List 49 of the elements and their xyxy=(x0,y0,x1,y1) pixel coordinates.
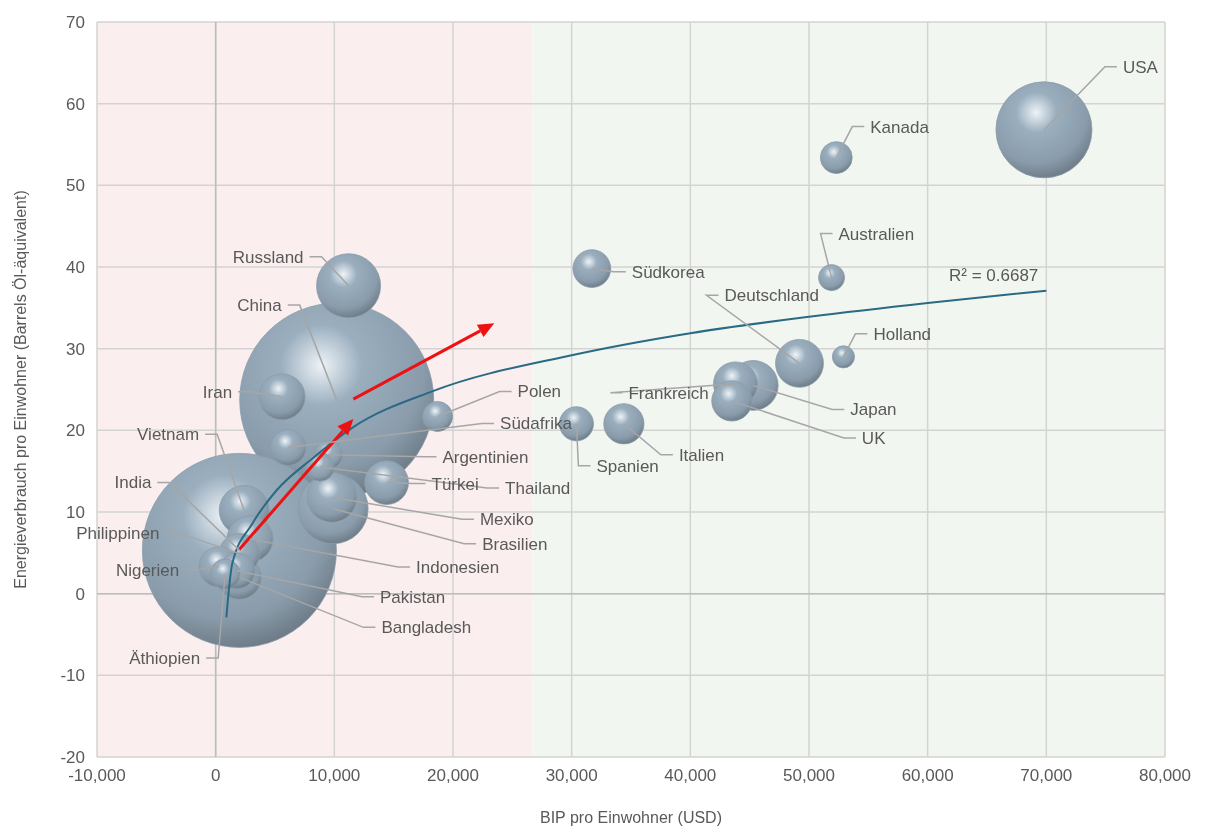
annotation: Bangladesh xyxy=(381,618,472,638)
x-tick-label: -10,000 xyxy=(68,766,126,785)
annotation: Indonesien xyxy=(416,557,500,577)
y-axis-title: Energieverbrauch pro Einwohner (Barrels Öl-äquivalent) xyxy=(12,190,29,589)
y-tick-label: 50 xyxy=(66,176,85,196)
y-tick-label: 20 xyxy=(66,421,85,441)
annotation: Türkei xyxy=(431,474,479,494)
annotation: Argentinien xyxy=(442,447,529,467)
annotation: Japan xyxy=(850,400,897,420)
annotation: Mexiko xyxy=(479,510,534,530)
annotation: Äthiopien xyxy=(129,649,201,669)
x-tick-label: 20,000 xyxy=(427,766,479,785)
annotation: Kanada xyxy=(870,117,930,137)
annotation: India xyxy=(114,473,152,493)
y-tick-label: 70 xyxy=(66,13,85,32)
annotation: Frankreich xyxy=(628,383,709,403)
annotation: Holland xyxy=(873,324,932,344)
annotation: Australien xyxy=(838,224,915,244)
x-tick-label: 40,000 xyxy=(664,766,717,785)
annotation: Deutschland xyxy=(724,286,820,306)
y-tick-label: -10 xyxy=(60,666,85,686)
annotation: Russland xyxy=(232,247,304,267)
annotation: USA xyxy=(1122,57,1159,77)
x-tick-label: 10,000 xyxy=(308,766,361,785)
y-tick-label: 0 xyxy=(75,584,85,604)
x-tick-label: 60,000 xyxy=(901,766,954,785)
y-tick-label: 40 xyxy=(66,258,85,277)
y-tick-label: -20 xyxy=(60,748,85,767)
y-tick-label: 30 xyxy=(66,339,85,359)
annotation: Polen xyxy=(517,382,562,402)
annotation: Italien xyxy=(678,445,725,465)
x-tick-label: 50,000 xyxy=(783,766,835,785)
x-axis-title: BIP pro Einwohner (USD) xyxy=(540,809,722,826)
annotation: Brasilien xyxy=(482,534,548,554)
annotation: Vietnam xyxy=(137,425,200,445)
annotation: Pakistan xyxy=(380,587,446,607)
x-tick-label: 80,000 xyxy=(1139,766,1191,785)
annotation: Iran xyxy=(202,382,233,402)
annotation: R² = 0.6687 xyxy=(949,265,1039,285)
x-tick-label: 0 xyxy=(210,766,221,785)
annotation: UK xyxy=(861,428,887,448)
annotation: Spanien xyxy=(596,456,659,476)
annotation: Südkorea xyxy=(631,262,706,282)
x-tick-label: 30,000 xyxy=(545,766,598,785)
annotation: China xyxy=(237,296,283,316)
annotation: Thailand xyxy=(505,479,571,499)
y-tick-label: 10 xyxy=(66,503,85,522)
y-tick-label: 60 xyxy=(66,94,85,114)
x-tick-label: 70,000 xyxy=(1020,766,1073,785)
